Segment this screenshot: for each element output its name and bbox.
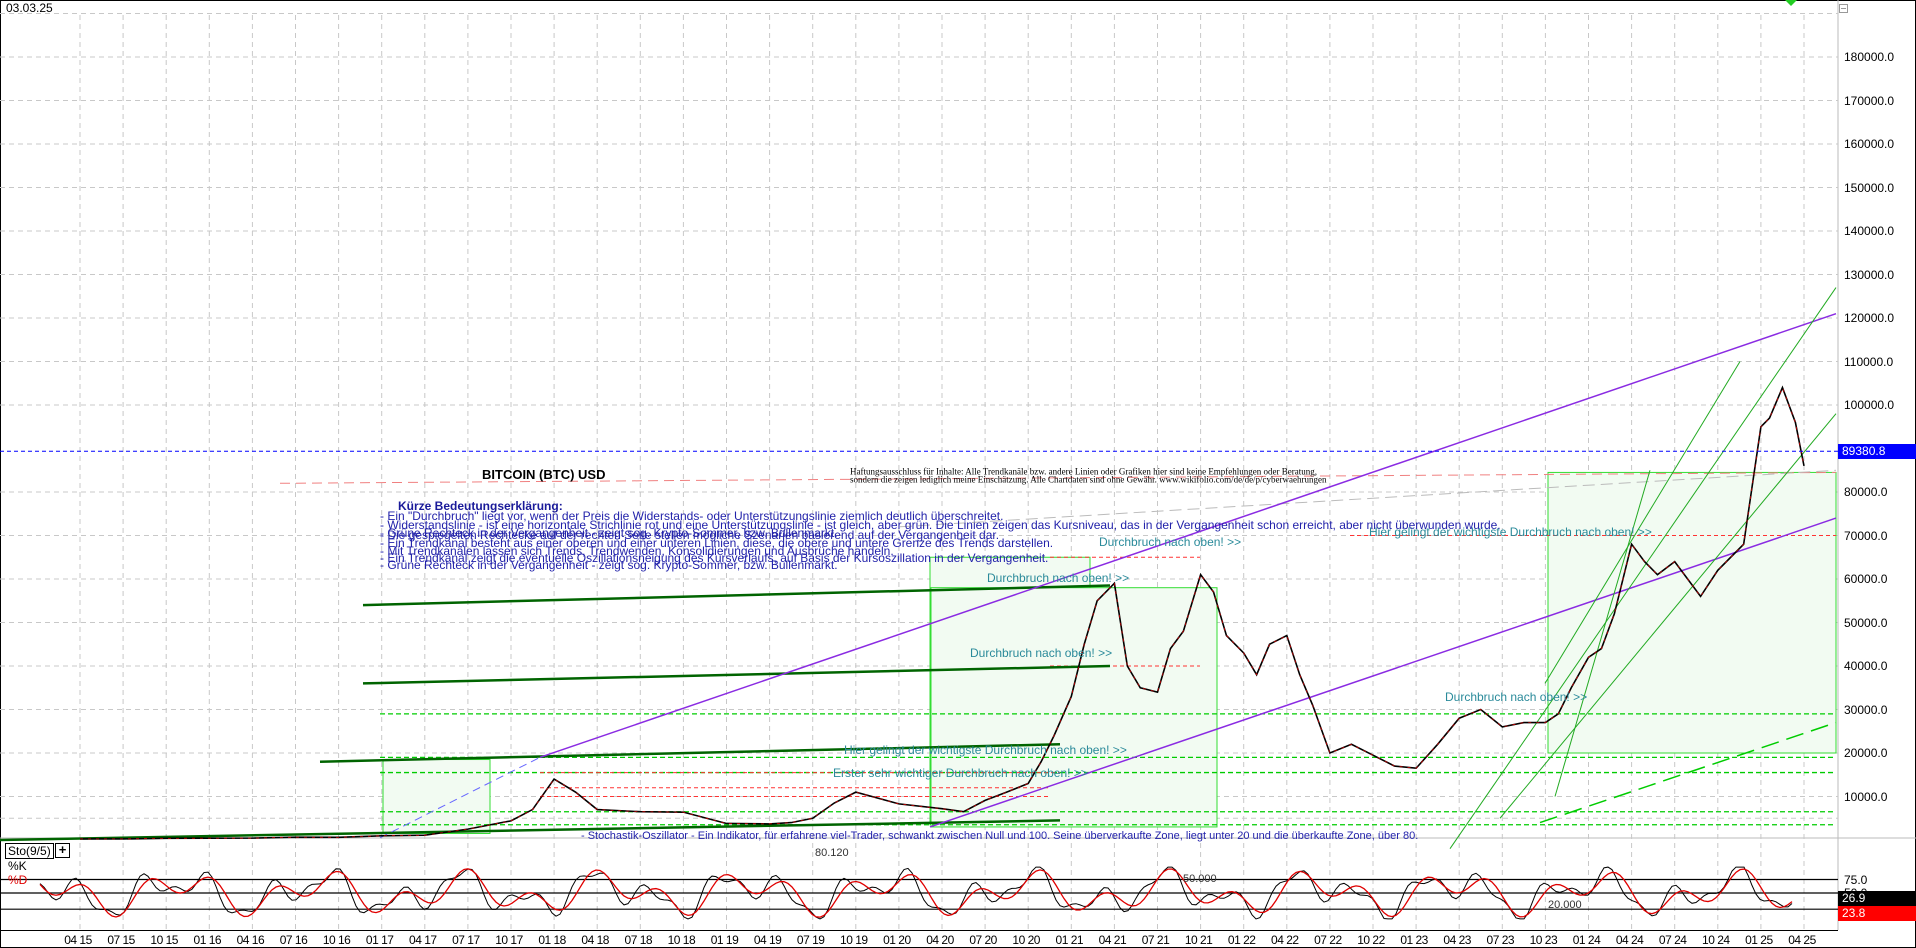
time-tick-label: 01 16	[193, 933, 222, 947]
annotation-key-breakout: Hier gelingt der wichtigste Durchbruch n…	[1369, 525, 1652, 539]
time-tick-label: 04 24	[1615, 933, 1644, 947]
chart-title: BITCOIN (BTC) USD	[482, 467, 606, 482]
osc-tick-label: 75.0	[1844, 872, 1868, 887]
disclaimer-line-1: Haftungsausschluss für Inhalte: Alle Tre…	[850, 465, 1318, 477]
chart-date: 03.03.25	[6, 1, 53, 15]
time-tick-label: 10 19	[840, 933, 868, 947]
time-tick-label: 07 15	[107, 933, 135, 947]
price-tick-label: 140000.0	[1844, 224, 1895, 238]
legend-heading: Kürze Bedeutungserklärung:	[398, 499, 563, 513]
time-tick-label: 10 15	[150, 933, 178, 947]
legend-line: - Ein Trendkanal besteht aus einer obere…	[380, 536, 1054, 550]
time-tick-label: 01 24	[1572, 933, 1601, 947]
d-value-badge: 23.8	[1838, 906, 1916, 921]
d-line-label: %D	[8, 873, 28, 887]
time-tick-label: 10 24	[1702, 933, 1730, 947]
price-tick-label: 40000.0	[1844, 659, 1888, 673]
time-tick-label: 04 19	[753, 933, 782, 947]
time-tick-label: 01 20	[883, 933, 911, 947]
add-indicator-button[interactable]: +	[55, 843, 70, 858]
time-tick-label: 04 17	[409, 933, 437, 947]
price-tick-label: 10000.0	[1844, 789, 1888, 804]
legend-line: - Grüne Rechteck in der Vergangenheit - …	[380, 558, 838, 572]
time-tick-label: 04 20	[926, 933, 954, 947]
price-tick-label: 110000.0	[1844, 354, 1894, 369]
time-axis[interactable]: 04 15 07 15 10 15 01 16 04 16 07 16 10 16 01 17…	[0, 930, 1838, 948]
oscillator-note: - Stochastik-Oszillator - Ein Indikator,…	[581, 830, 1419, 842]
price-tick-label: 170000.0	[1844, 93, 1895, 108]
time-tick-label: 04 22	[1271, 933, 1299, 947]
annotation-key-breakout: Hier gelingt der wichtigste Durchbruch n…	[844, 743, 1127, 757]
collapse-price-pane-icon[interactable]	[1839, 4, 1848, 13]
time-tick-label: 10 16	[322, 933, 351, 947]
time-tick-label: 10 17	[495, 933, 523, 947]
price-tick-label: 120000.0	[1844, 311, 1895, 325]
time-tick-label: 04 21	[1098, 933, 1127, 947]
legend-line: - Mit Trendkanälen lassen sich Trends, T…	[380, 544, 894, 558]
legend-line: - Widerstandslinie - ist eine horizontal…	[380, 518, 1501, 532]
annotation-breakout: Durchbruch nach oben! >>	[970, 646, 1113, 660]
time-tick-label: 01 23	[1400, 933, 1428, 947]
annotation-breakout: Durchbruch nach oben! >>	[987, 571, 1130, 585]
osc-inline-label: 80.120	[815, 847, 849, 859]
price-tick-label: 100000.0	[1844, 398, 1895, 412]
price-tick-label: 50000.0	[1844, 615, 1888, 630]
time-tick-label: 10 20	[1012, 933, 1040, 947]
time-tick-label: 07 19	[796, 933, 825, 947]
price-tick-label: 30000.0	[1844, 702, 1888, 717]
time-tick-label: 07 21	[1141, 933, 1170, 947]
time-tick-label: 04 15	[64, 933, 92, 947]
disclaimer-line-2: sondern die zeigen lediglich meine Einsc…	[850, 473, 1327, 485]
k-value-badge: 26.9	[1838, 891, 1916, 906]
time-tick-label: 01 17	[365, 933, 394, 947]
time-tick-label: 10 22	[1357, 933, 1385, 947]
osc-inline-label: 50.000	[1183, 873, 1217, 885]
last-price-badge: 89380.8	[1838, 444, 1916, 460]
time-tick-label: 07 20	[969, 933, 997, 947]
legend-line: - Grüne Rechteck in der Vergangenheit - …	[380, 526, 838, 540]
legend-line: - Ein "Durchbruch" liegt vor, wenn der P…	[380, 509, 1004, 523]
k-line-label: %K	[8, 859, 27, 873]
price-tick-label: 130000.0	[1844, 267, 1895, 282]
time-tick-label: 07 22	[1314, 933, 1342, 947]
annotation-breakout: Durchbruch nach oben! >>	[1099, 535, 1242, 549]
price-axis[interactable]: 180000.0 170000.0 160000.0 150000.0 140000.0…	[1838, 0, 1916, 948]
time-tick-label: 01 22	[1227, 933, 1256, 947]
legend-line: - Ein Trendkanal zeigt die eventuelle Os…	[380, 551, 1049, 565]
annotation-first-breakout: Erster sehr wichtiger Durchbruch nach ob…	[833, 766, 1088, 780]
time-tick-label: 04 23	[1443, 933, 1471, 947]
time-tick-label: 07 23	[1486, 933, 1515, 947]
osc-inline-label: 20.000	[1548, 899, 1582, 911]
price-tick-label: 180000.0	[1844, 50, 1895, 64]
time-tick-label: 01 25	[1745, 933, 1773, 947]
time-tick-label: 07 18	[624, 933, 653, 947]
time-tick-label: 01 21	[1055, 933, 1084, 947]
time-tick-label: 01 18	[538, 933, 566, 947]
time-tick-label: 07 24	[1658, 933, 1687, 947]
price-tick-label: 150000.0	[1844, 180, 1895, 195]
time-tick-label: 10 21	[1184, 933, 1213, 947]
time-tick-label: 07 17	[452, 933, 480, 947]
price-tick-label: 60000.0	[1844, 572, 1888, 586]
time-tick-label: 04 16	[236, 933, 265, 947]
time-tick-label: 04 18	[581, 933, 609, 947]
price-tick-label: 70000.0	[1844, 528, 1888, 543]
price-tick-label: 20000.0	[1844, 746, 1888, 760]
time-tick-label: 01 19	[710, 933, 739, 947]
annotation-breakout: Durchbruch nach oben! >>	[1445, 690, 1588, 704]
indicator-name[interactable]: Sto(9/5)	[5, 843, 54, 859]
time-tick-label: 10 18	[667, 933, 696, 947]
legend-line: - Die gespiegelten Rechtecke auf der rec…	[380, 528, 1000, 542]
time-tick-label: 07 16	[279, 933, 308, 947]
price-tick-label: 160000.0	[1844, 137, 1895, 151]
price-tick-label: 80000.0	[1844, 485, 1888, 499]
time-tick-label: 10 23	[1529, 933, 1558, 947]
time-tick-label: 04 25	[1788, 933, 1816, 947]
